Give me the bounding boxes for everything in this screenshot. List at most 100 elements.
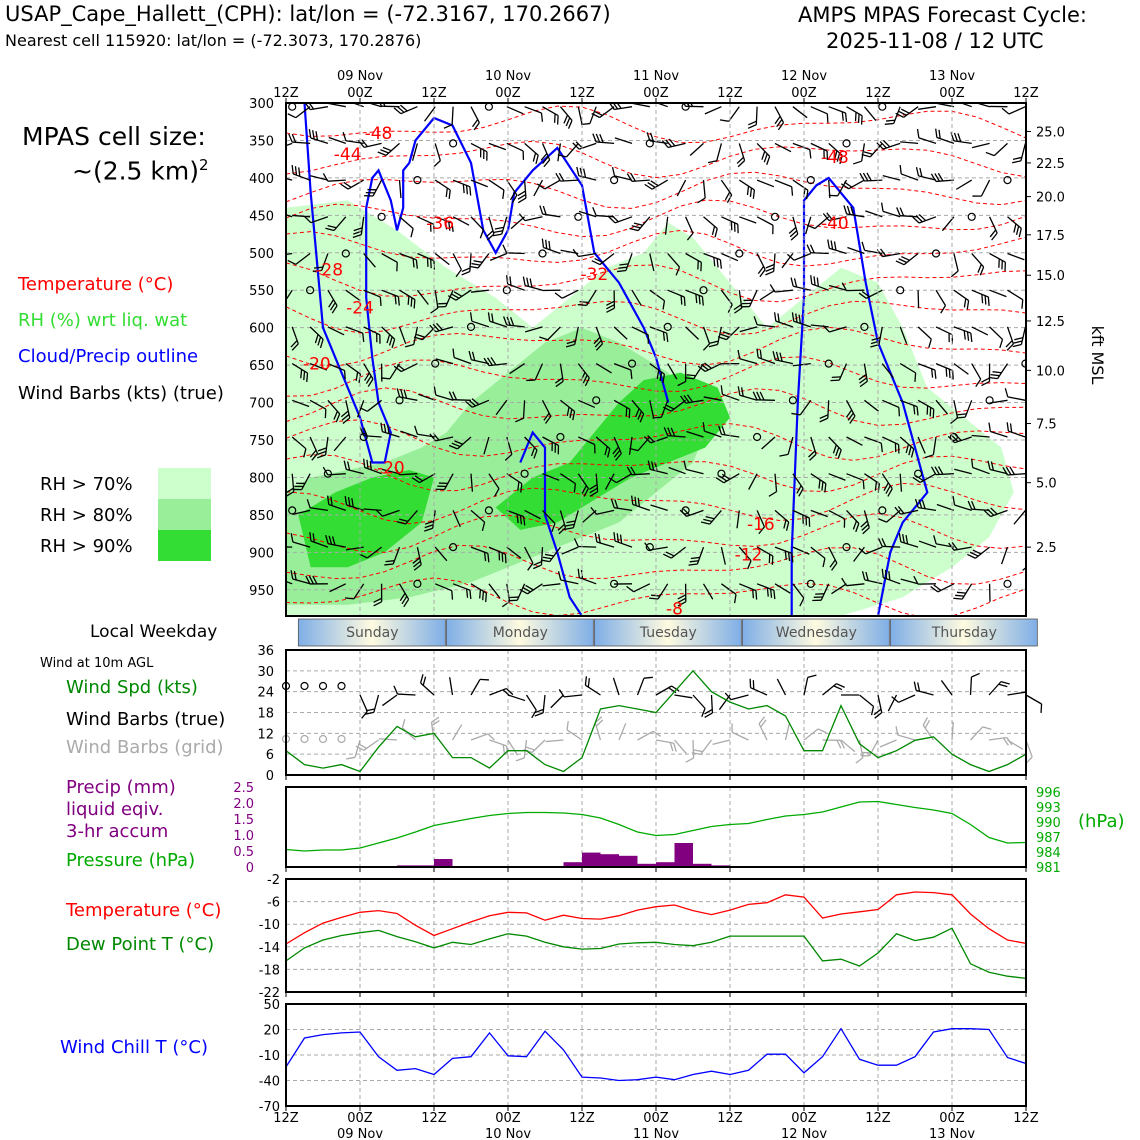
wind-barb bbox=[613, 326, 628, 340]
wind-barb bbox=[492, 216, 508, 237]
wind-barb-feather bbox=[990, 507, 998, 515]
wind-barb-staff bbox=[918, 540, 937, 548]
wind-barb bbox=[434, 179, 451, 199]
wind-barb-staff bbox=[489, 252, 508, 261]
wind-barb-feather bbox=[515, 757, 525, 762]
wind-barb-feather bbox=[649, 597, 659, 600]
wind-barb bbox=[573, 538, 597, 548]
wind-barb-feather bbox=[468, 399, 476, 407]
temperature-label: Temperature (°C) bbox=[66, 900, 222, 921]
wind-barb bbox=[344, 495, 364, 512]
wind-barb-feather bbox=[986, 508, 995, 516]
wind-barb-staff bbox=[954, 504, 972, 512]
cloud-outline bbox=[303, 103, 670, 464]
wind-barb-feather bbox=[566, 340, 576, 345]
legend-cloud-outline: Cloud/Precip outline bbox=[18, 346, 199, 367]
wind-barb-feather bbox=[300, 369, 303, 379]
wind-barb bbox=[1024, 289, 1026, 306]
precip-bar bbox=[656, 862, 675, 867]
top-time-tick-label: 00Z bbox=[495, 86, 521, 101]
wind-barb-staff bbox=[292, 509, 311, 516]
wind-barb-feather bbox=[740, 305, 750, 308]
wind-barb bbox=[1001, 106, 1026, 115]
wind-barb bbox=[861, 571, 883, 585]
wind-barb-staff bbox=[951, 721, 954, 741]
wind-barb-feather bbox=[766, 156, 771, 165]
wind-barb-feather bbox=[933, 584, 942, 591]
wind-barb-feather bbox=[981, 294, 984, 304]
wind-barb-staff bbox=[452, 216, 470, 226]
wind-chill-line bbox=[285, 1027, 1027, 1082]
wind-barb-staff bbox=[649, 289, 665, 302]
wind-barb-feather bbox=[704, 362, 712, 369]
wind-barb-staff bbox=[364, 103, 382, 108]
wind-barb bbox=[810, 275, 829, 291]
wind-barb-feather bbox=[637, 411, 642, 420]
wind-barb bbox=[878, 509, 901, 523]
wind-barb bbox=[828, 509, 846, 528]
wind-barb-feather bbox=[971, 672, 980, 678]
wind-barb-staff bbox=[420, 682, 435, 696]
wind-barb-feather bbox=[785, 521, 790, 531]
wind-barb-feather bbox=[540, 559, 550, 563]
wind-barb-feather bbox=[587, 678, 590, 688]
wind-barb bbox=[373, 583, 383, 607]
wind-barb-feather bbox=[582, 168, 587, 178]
temperature-y-tick-label: -10 bbox=[259, 918, 280, 933]
wind-barb-staff bbox=[935, 289, 947, 306]
wind-barb-feather bbox=[987, 460, 991, 470]
wind-barb-staff bbox=[787, 436, 794, 455]
wind-barb bbox=[518, 213, 543, 222]
wind-barb bbox=[505, 275, 525, 291]
wind-barb bbox=[733, 290, 743, 314]
calm-wind-marker bbox=[337, 681, 346, 691]
wind-barb-feather bbox=[629, 447, 639, 452]
wind-barb-staff bbox=[413, 326, 419, 345]
wind-barb-feather bbox=[659, 371, 663, 382]
wind-barb-staff bbox=[418, 393, 436, 401]
wind-barb-feather bbox=[895, 260, 905, 266]
wind-barb-feather bbox=[957, 133, 962, 143]
wind-barb-feather bbox=[342, 417, 351, 425]
wind-barb-feather bbox=[810, 275, 813, 285]
wind-barb-staff bbox=[292, 173, 311, 181]
wind-barb-feather bbox=[835, 447, 840, 457]
wind-barb bbox=[435, 358, 454, 365]
wind-barb bbox=[381, 468, 400, 475]
wind-barb-feather bbox=[523, 516, 526, 526]
wind-barb bbox=[1012, 326, 1026, 348]
wind-barb-feather bbox=[430, 259, 432, 269]
wind-barb-feather bbox=[431, 716, 440, 723]
pressure-y-tick-label: 984 bbox=[1036, 846, 1061, 861]
wind-barb-feather bbox=[424, 524, 434, 529]
isotherm-contour bbox=[286, 419, 1026, 461]
wind-barb bbox=[550, 694, 564, 709]
wind-barb bbox=[881, 473, 893, 497]
wind-barb bbox=[418, 393, 436, 401]
wind-barb bbox=[399, 216, 414, 238]
wind-barb bbox=[684, 363, 705, 380]
wind-barb-feather bbox=[309, 532, 312, 542]
wind-barb-feather bbox=[956, 591, 966, 594]
wind-barb-feather bbox=[948, 333, 950, 343]
wind-barb-feather bbox=[900, 108, 910, 114]
wind-barb-feather bbox=[905, 535, 909, 545]
wind-barb-feather bbox=[347, 497, 351, 507]
wind-barb bbox=[578, 399, 596, 409]
wind-barb-feather bbox=[433, 386, 437, 396]
cloud-outline bbox=[519, 430, 583, 616]
wind-barb-feather bbox=[981, 381, 990, 387]
wind-barb-staff bbox=[399, 473, 418, 476]
wind-barb-feather bbox=[874, 481, 878, 491]
wind-barb-staff bbox=[286, 142, 293, 150]
wind-barb-feather bbox=[700, 521, 710, 525]
wind-barb-feather bbox=[663, 553, 672, 559]
wind-barb bbox=[470, 509, 486, 532]
bottom-time-tick-label: 12Z bbox=[717, 1111, 743, 1126]
wind-barb bbox=[989, 399, 1008, 404]
precip-bar bbox=[434, 859, 453, 867]
wind-barb-feather bbox=[880, 248, 887, 257]
wind-barb-staff bbox=[470, 216, 484, 231]
wind-barb bbox=[841, 282, 865, 292]
wind-barb bbox=[488, 583, 501, 599]
